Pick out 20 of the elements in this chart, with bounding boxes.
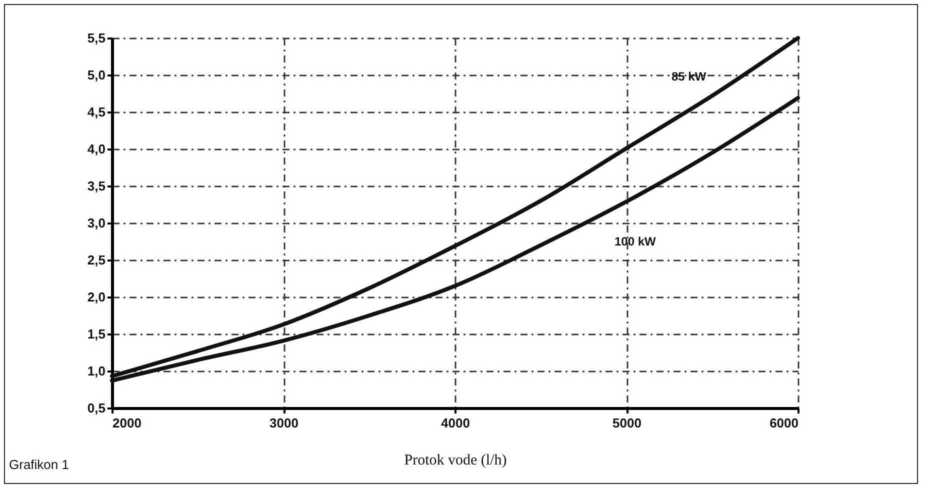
y-tick-label: 3,5 — [87, 178, 106, 194]
x-tick-label: 5000 — [612, 416, 642, 430]
y-tick-label: 1,0 — [87, 364, 106, 378]
series-label: 100 kW — [614, 234, 657, 249]
y-tick-label: 5,0 — [87, 68, 106, 82]
y-tick-label: 4,5 — [87, 104, 106, 120]
y-tick-label: 3,0 — [87, 216, 106, 230]
series-label: 85 kW — [672, 69, 707, 84]
y-tick-label: 2,5 — [87, 252, 106, 268]
y-tick-label: 2,0 — [87, 290, 106, 304]
x-tick-label: 6000 — [770, 416, 798, 430]
x-tick-label: 4000 — [441, 416, 470, 430]
x-tick-label: 2000 — [112, 416, 142, 430]
y-tick-label: 0,5 — [87, 400, 106, 416]
x-axis-title: Protok vode (l/h) — [404, 452, 507, 468]
y-tick-label: 4,0 — [87, 142, 106, 156]
y-tick-label: 5,5 — [87, 30, 106, 46]
y-tick-label: 1,5 — [87, 326, 106, 342]
text: Grafikon 1 — [9, 457, 69, 472]
x-tick-label: 3000 — [270, 416, 298, 430]
